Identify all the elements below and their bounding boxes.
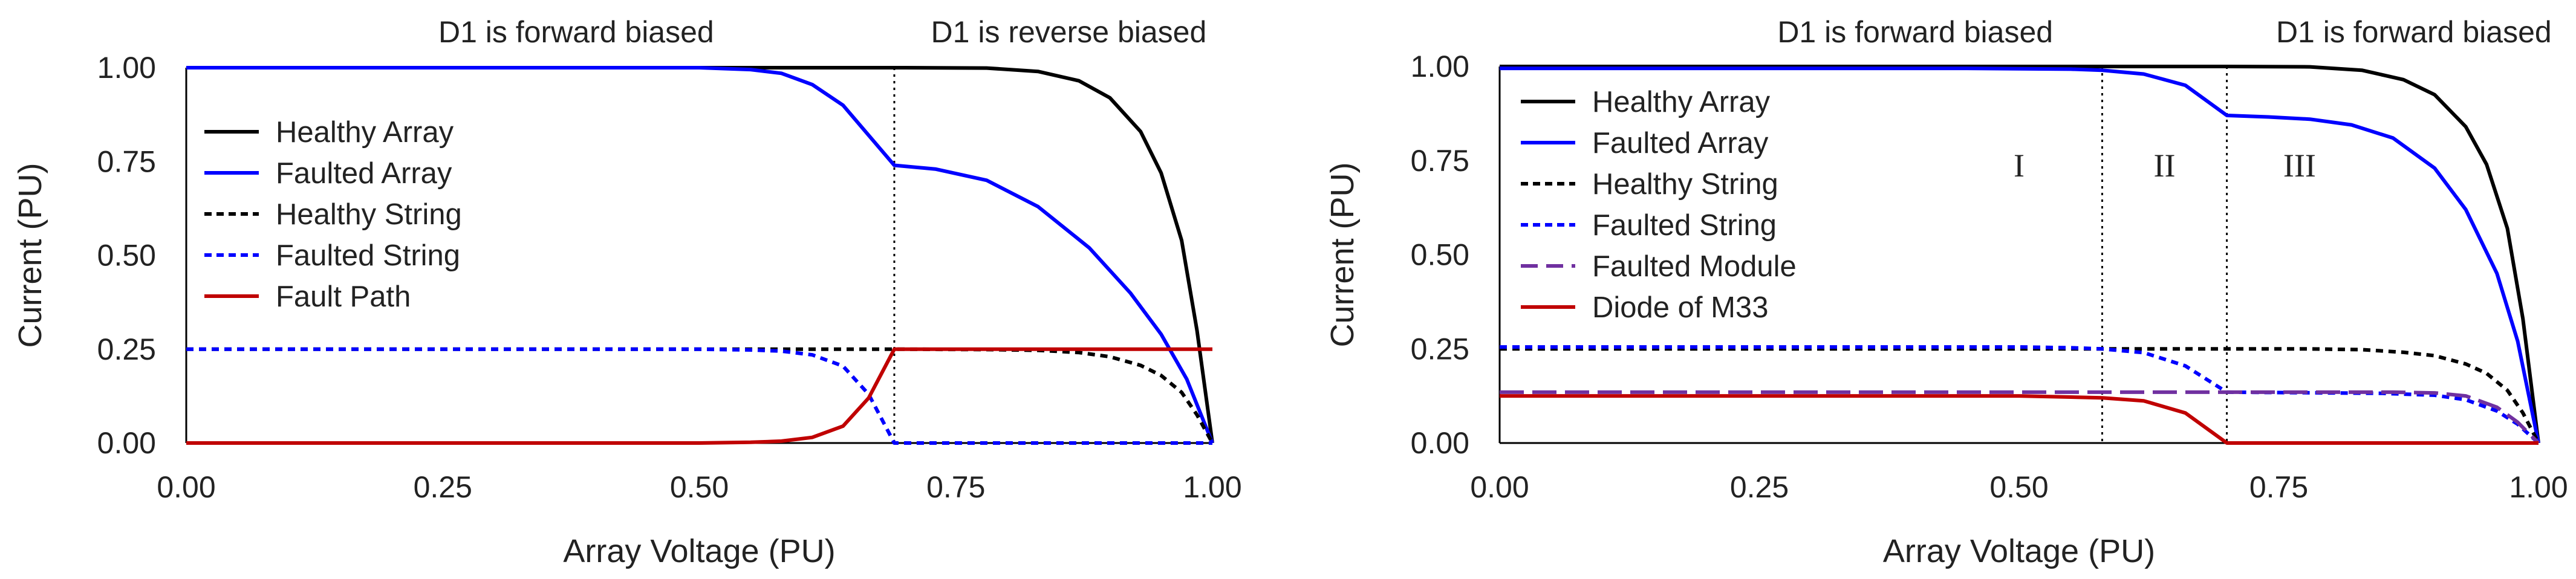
legend-label: Diode of M33 (1592, 291, 1768, 324)
y-tick-label: 0.75 (97, 144, 156, 178)
x-tick-label: 1.00 (1183, 470, 1241, 504)
legend-label: Healthy Array (276, 116, 454, 149)
series-line-faulted-string (1500, 345, 2540, 445)
x-tick-label: 0.50 (1989, 470, 2048, 504)
region-label: II (2154, 147, 2176, 184)
legend-label: Fault Path (276, 280, 411, 313)
chart-left: 0.00 0.25 0.50 0.75 1.00 0.00 0.25 0.50 0.75 1.00… (12, 15, 1242, 569)
region-label: I (2014, 147, 2025, 184)
legend-label: Healthy String (1592, 168, 1778, 201)
y-tick-label: 0.00 (97, 426, 156, 460)
x-axis-label: Array Voltage (PU) (1883, 533, 2155, 569)
x-tick-label: 0.50 (670, 470, 729, 504)
chart-right: 0.00 0.25 0.50 0.75 1.00 0.00 0.25 0.50 0.75 1.00… (1324, 15, 2568, 569)
legend-label: Faulted Array (1592, 127, 1769, 160)
y-tick-label: 0.25 (1411, 332, 1469, 366)
legend-label: Faulted String (276, 239, 460, 272)
legend-label: Healthy Array (1592, 86, 1771, 118)
x-tick-label: 0.25 (414, 470, 472, 504)
series-line-diode-of-m33 (1500, 394, 2539, 445)
x-tick-label: 0.75 (926, 470, 985, 504)
legend-label: Faulted Array (276, 157, 452, 190)
y-axis-label: Current (PU) (1324, 162, 1361, 347)
y-tick-label: 0.50 (1411, 238, 1469, 272)
y-tick-label: 0.25 (97, 332, 156, 366)
series-line-healthy-string (186, 347, 1214, 444)
y-tick-label: 0.00 (1411, 426, 1469, 460)
x-tick-label: 0.00 (1470, 470, 1529, 504)
y-tick-label: 1.00 (1411, 50, 1469, 83)
series-line-healthy-array (186, 66, 1214, 444)
series-line-faulted-module (1500, 390, 2540, 445)
legend-label: Faulted String (1592, 209, 1777, 242)
x-tick-label: 0.75 (2249, 470, 2308, 504)
annotation-text: D1 is forward biased (1777, 15, 2053, 49)
series-line-healthy-array (1500, 65, 2540, 444)
x-tick-label: 0.25 (1730, 470, 1789, 504)
annotation-text: D1 is reverse biased (931, 15, 1207, 49)
series-line-faulted-array (186, 66, 1214, 444)
series-line-faulted-string (186, 347, 1212, 445)
series-line-fault-path (186, 347, 1212, 445)
legend-label: Healthy String (276, 198, 462, 231)
y-tick-label: 0.75 (1411, 144, 1469, 178)
annotation-text: D1 is forward biased (2276, 15, 2552, 49)
y-tick-label: 0.50 (97, 239, 156, 273)
legend-label: Faulted Module (1592, 250, 1797, 283)
y-axis-label: Current (PU) (12, 163, 48, 348)
region-label: III (2283, 147, 2316, 184)
x-tick-label: 0.00 (157, 470, 215, 504)
x-axis-label: Array Voltage (PU) (563, 533, 835, 569)
series-line-faulted-array (1500, 66, 2540, 444)
x-tick-label: 1.00 (2509, 470, 2568, 504)
y-tick-label: 1.00 (97, 51, 156, 85)
annotation-text: D1 is forward biased (438, 15, 714, 49)
